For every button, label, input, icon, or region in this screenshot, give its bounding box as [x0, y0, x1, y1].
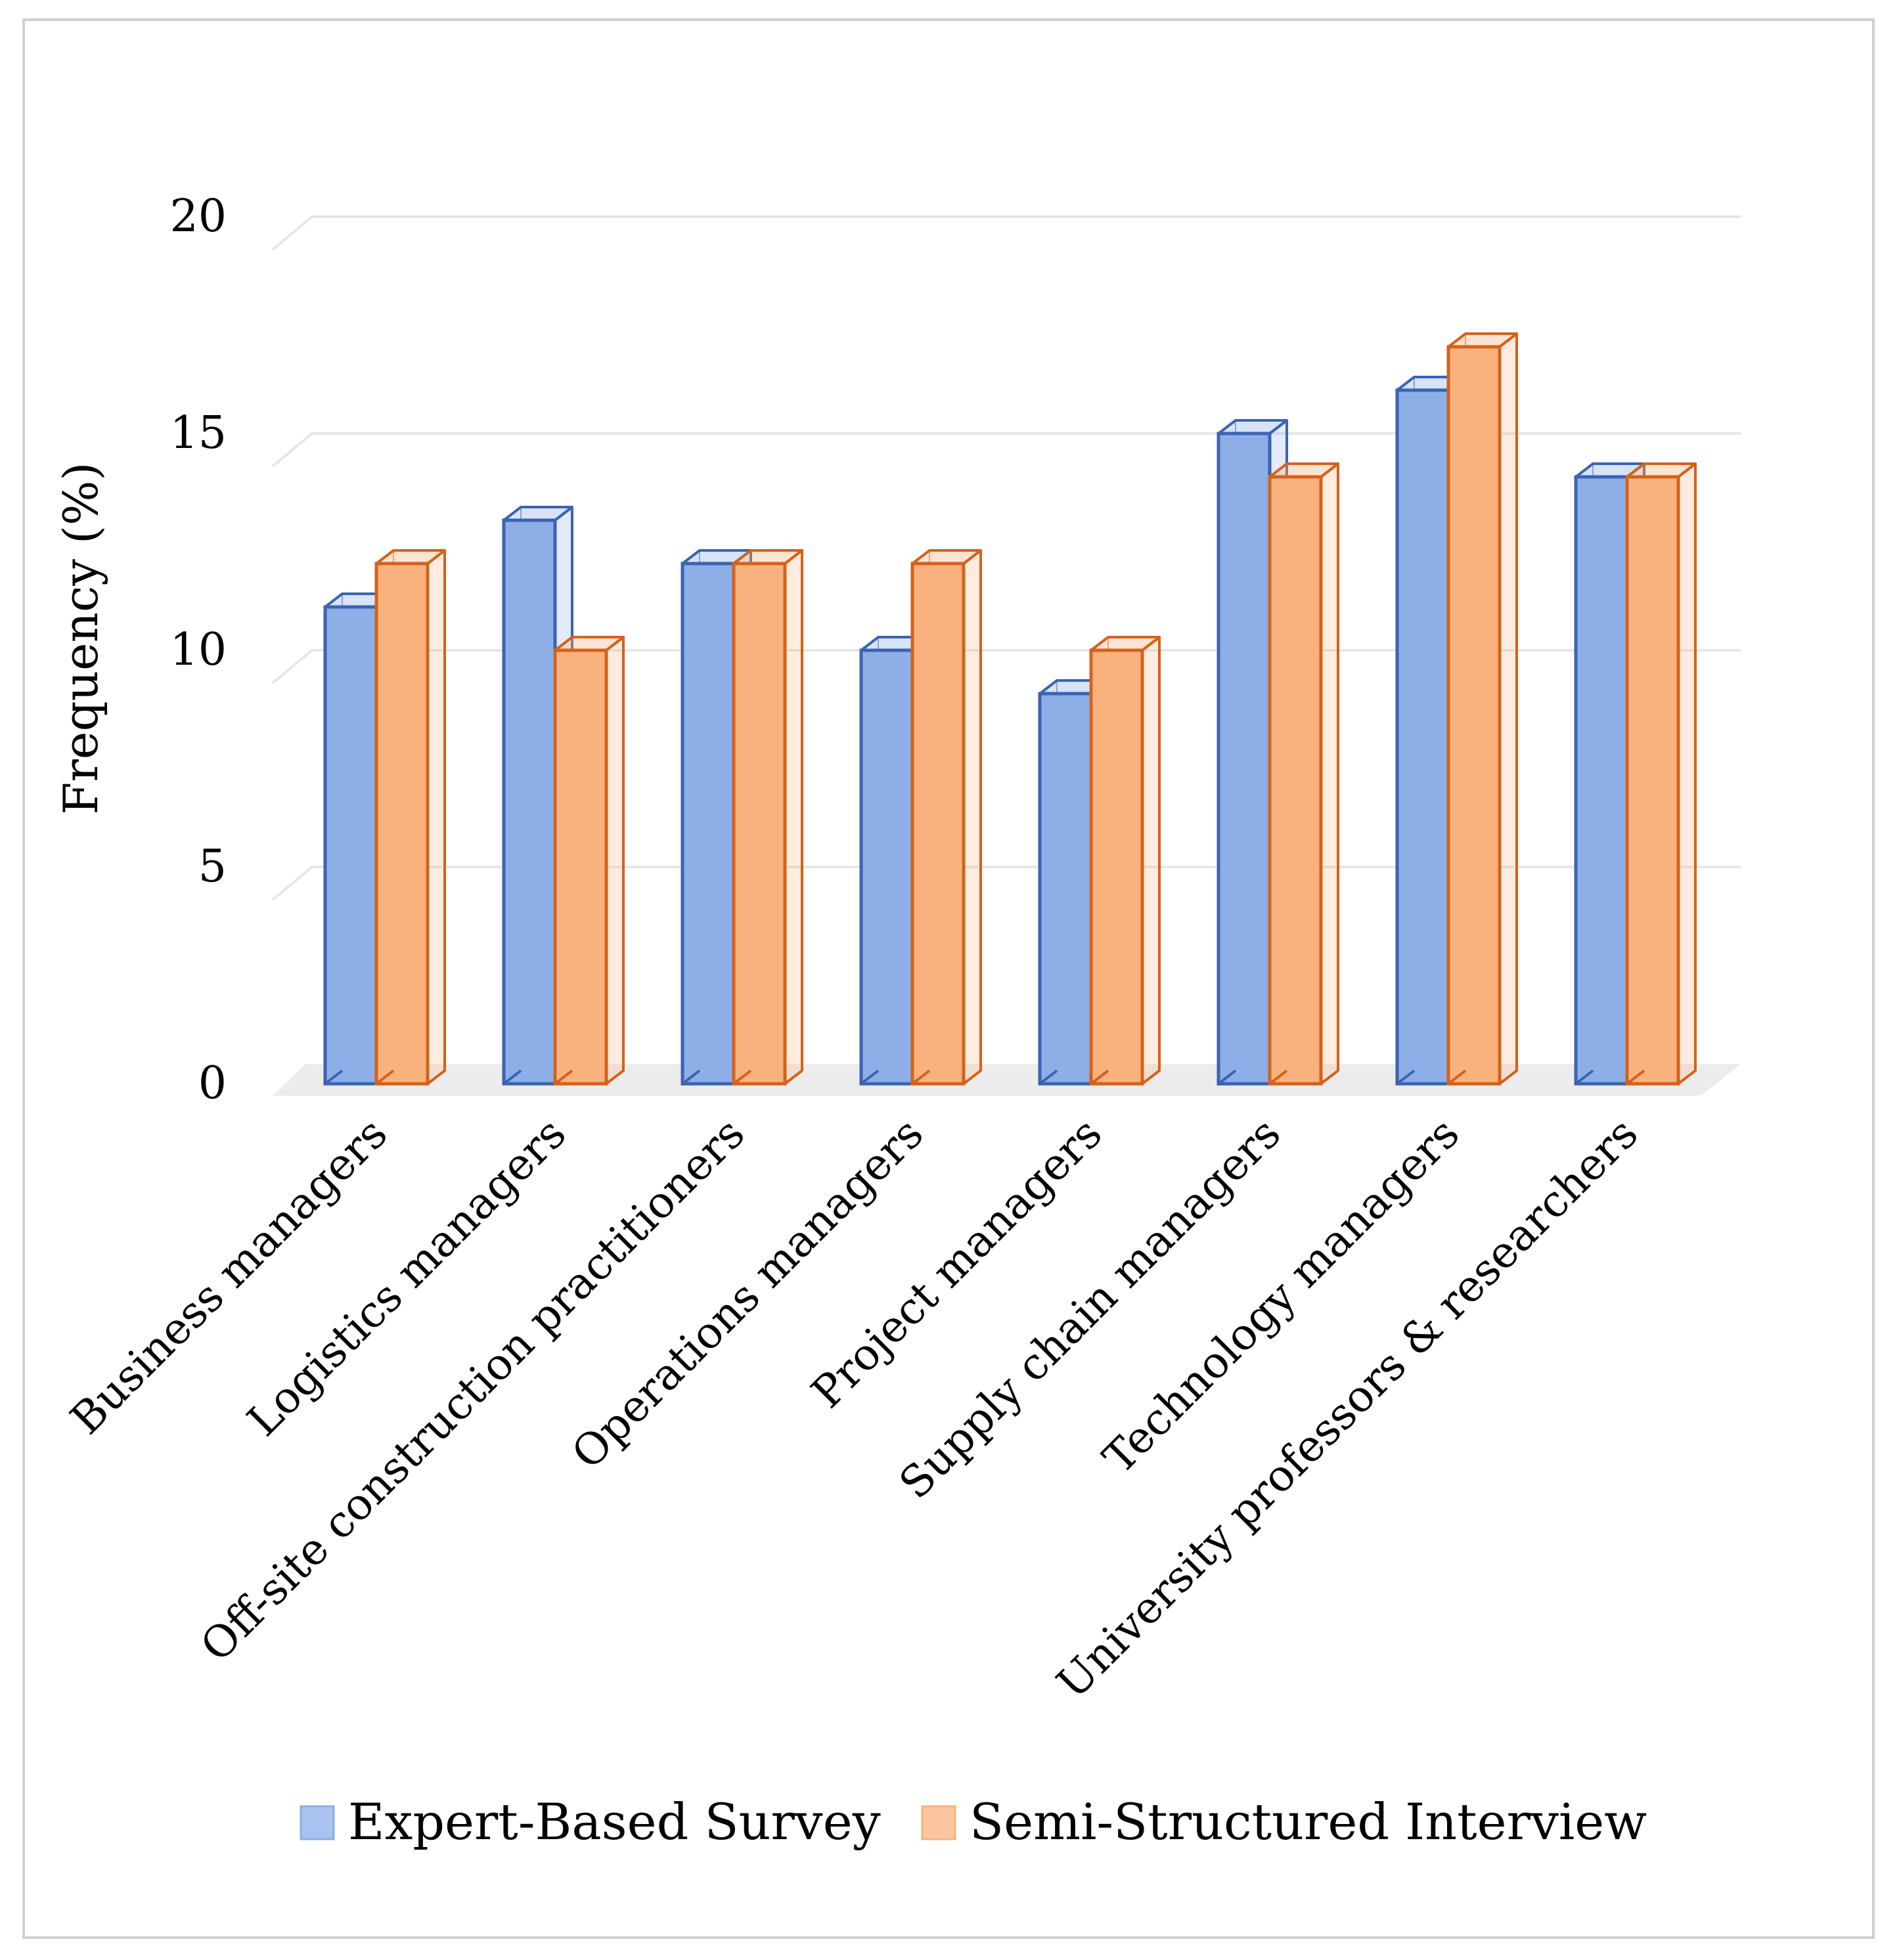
bar-side-5-1 [1320, 462, 1339, 1085]
bar-front-5-1 [1268, 475, 1323, 1086]
bar-7-1 [1625, 462, 1697, 1086]
floor-plane [273, 1064, 1741, 1096]
y-tick-15: 15 [169, 407, 227, 459]
bar-bottom-edge-5-0 [1217, 1069, 1237, 1085]
bar-0-1 [374, 549, 446, 1086]
x-category-1: Logistics managers [238, 1108, 576, 1446]
bar-bottom-edge-7-0 [1575, 1069, 1594, 1085]
bar-5-1 [1268, 462, 1339, 1086]
bars [323, 332, 1697, 1086]
bar-front-0-1 [374, 562, 430, 1086]
bar-side-1-1 [605, 636, 625, 1085]
bar-3-1 [910, 549, 982, 1086]
bar-front-1-0 [502, 518, 557, 1086]
y-axis-ticks: 0 5 10 15 20 [169, 190, 227, 1109]
bar-bottom-edge-3-1 [911, 1069, 931, 1085]
bar-front-1-1 [553, 648, 608, 1086]
bar-front-4-0 [1038, 692, 1093, 1086]
bar-front-7-1 [1625, 475, 1680, 1086]
bar-bottom-edge-1-0 [503, 1069, 522, 1085]
bar-bottom-edge-4-1 [1090, 1069, 1109, 1085]
bar-side-3-1 [962, 549, 982, 1085]
bar-bottom-edge-2-1 [732, 1069, 752, 1085]
bar-front-2-0 [681, 562, 736, 1086]
bar-front-0-0 [323, 605, 378, 1086]
bar-bottom-edge-0-0 [324, 1069, 344, 1085]
y-tick-5: 5 [198, 841, 227, 893]
bar-front-7-0 [1574, 475, 1629, 1086]
bar-front-4-1 [1089, 648, 1144, 1086]
bar-bottom-edge-6-0 [1396, 1069, 1416, 1085]
bar-bottom-edge-4-0 [1039, 1069, 1058, 1085]
x-category-5: Supply chain managers [889, 1108, 1290, 1509]
y-tick-0: 0 [198, 1058, 227, 1109]
x-category-6: Technology managers [1094, 1108, 1469, 1484]
gridline-20 [271, 215, 1741, 251]
y-tick-20: 20 [169, 190, 227, 242]
bar-bottom-edge-1-1 [554, 1069, 573, 1085]
bar-bottom-edge-0-1 [375, 1069, 395, 1085]
bar-side-0-1 [426, 549, 446, 1085]
chart-floor [273, 1064, 1741, 1096]
bar-4-1 [1089, 636, 1161, 1086]
bar-front-5-0 [1217, 432, 1272, 1086]
gridline-15 [271, 432, 1741, 468]
bar-bottom-edge-5-1 [1268, 1069, 1288, 1085]
bar-bottom-edge-6-1 [1447, 1069, 1467, 1085]
bar-front-2-1 [732, 562, 787, 1086]
bar-front-6-1 [1446, 345, 1502, 1086]
bar-front-3-0 [859, 648, 914, 1086]
bar-front-3-1 [910, 562, 966, 1086]
bar-front-6-0 [1395, 388, 1450, 1086]
gridlines [271, 215, 1741, 901]
bar-bottom-edge-7-1 [1626, 1069, 1645, 1085]
y-axis-title: Frequency (%) [53, 462, 108, 815]
y-tick-10: 10 [169, 624, 227, 676]
gridline-10 [271, 649, 1741, 684]
bar-side-4-1 [1141, 636, 1161, 1085]
legend-label-0: Expert-Based Survey [348, 1793, 881, 1851]
legend-swatch-0 [300, 1805, 335, 1840]
x-category-4: Project managers [802, 1108, 1112, 1418]
bar-side-6-1 [1498, 332, 1518, 1085]
legend: Expert-Based Survey Semi-Structured Inter… [300, 1793, 1647, 1851]
bar-bottom-edge-2-0 [681, 1069, 701, 1085]
bar-side-7-1 [1677, 462, 1697, 1085]
bar-1-1 [553, 636, 625, 1086]
bar-side-2-1 [784, 549, 803, 1085]
bar-6-1 [1446, 332, 1518, 1086]
legend-swatch-1 [921, 1805, 956, 1840]
legend-label-1: Semi-Structured Interview [970, 1793, 1647, 1851]
bar-2-1 [732, 549, 803, 1086]
x-category-3: Operations managers [562, 1108, 933, 1479]
gridline-5 [271, 866, 1741, 901]
x-category-0: Business managers [61, 1108, 397, 1444]
bar-bottom-edge-3-0 [860, 1069, 880, 1085]
